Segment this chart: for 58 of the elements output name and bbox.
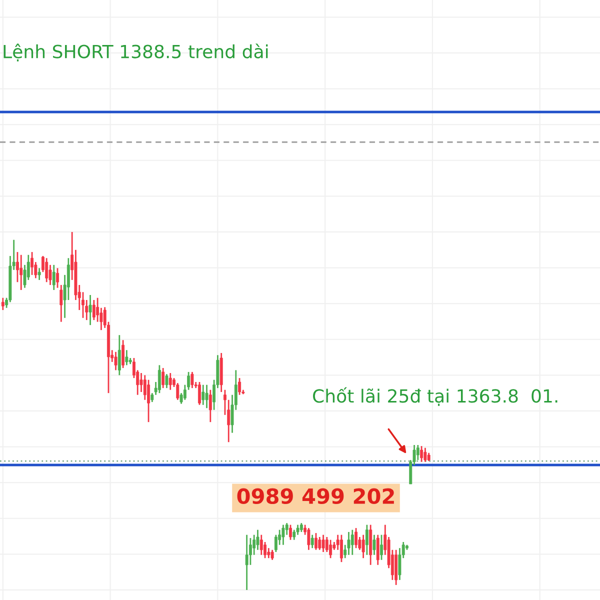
candlestick (122, 339, 125, 369)
candlestick (125, 349, 128, 366)
candlestick (282, 524, 285, 546)
annotation: 0989 499 202 (237, 488, 394, 504)
candlestick (289, 524, 292, 541)
candlestick (92, 299, 96, 321)
candlestick (372, 534, 376, 556)
candlestick (56, 267, 59, 289)
candlestick (318, 536, 322, 551)
text: Lệnh SHORT 1388.5 trend dài (4, 44, 268, 62)
candlestick (424, 447, 427, 463)
candlestick (38, 267, 41, 281)
candlestick (190, 371, 194, 389)
candlestick (267, 547, 270, 559)
candlestick (45, 257, 48, 283)
candlestick (310, 534, 314, 549)
candlestick (292, 529, 296, 541)
candlestick (376, 534, 380, 566)
candlestick (354, 527, 358, 549)
candlestick (365, 524, 368, 556)
candlestick (256, 529, 260, 551)
candlestick (162, 367, 165, 389)
candlestick (208, 389, 212, 423)
candlestick (329, 539, 332, 559)
candlestick (60, 284, 63, 323)
candlestick (347, 531, 350, 556)
candlestick (147, 379, 150, 423)
candlestick (245, 534, 248, 591)
candlestick (314, 532, 318, 551)
candlestick (198, 381, 201, 406)
candlestick (118, 334, 121, 376)
annotation: Chốt lãi 25đ tại 1363.8 01. (313, 387, 558, 406)
candlestick (420, 445, 424, 463)
candlestick (362, 534, 365, 559)
candlestick (307, 527, 310, 551)
candlestick (1, 297, 4, 311)
candlestick (340, 534, 343, 563)
candlestick (158, 364, 161, 394)
candlestick (88, 294, 92, 326)
candlestick (205, 384, 208, 409)
candlestick (140, 372, 143, 393)
candlestick (350, 529, 354, 556)
candlestick (176, 382, 180, 401)
candlestick (165, 373, 168, 389)
candlestick (274, 534, 278, 553)
candlestick (416, 444, 420, 461)
candlestick (168, 372, 172, 391)
candlestick (296, 524, 300, 536)
candlestick (260, 534, 263, 556)
candlestick (238, 377, 242, 396)
candlestick (270, 549, 274, 561)
candlestick (52, 264, 56, 291)
candlestick (380, 534, 383, 561)
candlestick (202, 384, 205, 406)
candlestick (30, 251, 34, 276)
candlestick (20, 254, 23, 291)
candlestick (114, 351, 118, 371)
candlestick (322, 534, 325, 553)
